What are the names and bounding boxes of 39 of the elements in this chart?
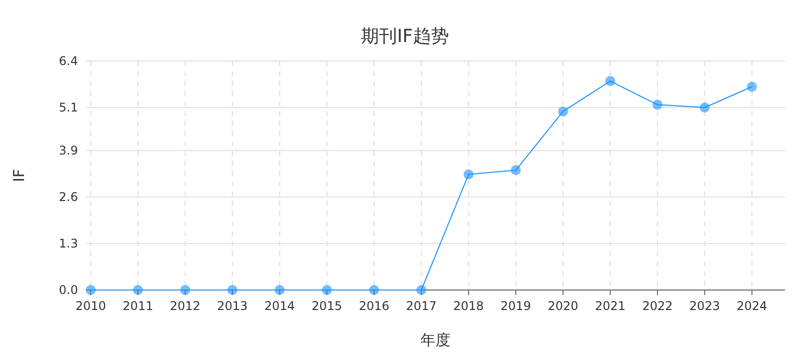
x-tick-label: 2020 xyxy=(548,299,578,313)
y-tick-label: 1.3 xyxy=(58,236,78,250)
point xyxy=(700,102,710,113)
point xyxy=(510,165,521,176)
x-tick-label: 2023 xyxy=(689,299,720,313)
x-tick-label: 2024 xyxy=(736,299,768,313)
point xyxy=(274,285,285,295)
point xyxy=(369,285,380,295)
point xyxy=(746,82,757,92)
y-tick-label: 3.9 xyxy=(58,143,78,158)
point xyxy=(652,100,662,110)
x-tick-label: 2016 xyxy=(358,299,390,313)
y-tick-label: 2.6 xyxy=(58,190,78,204)
point xyxy=(86,285,96,295)
x-tick-label: 2015 xyxy=(312,299,342,313)
x-tick-label: 2011 xyxy=(122,299,154,313)
point xyxy=(180,285,190,295)
point xyxy=(605,76,616,86)
x-tick-label: 2019 xyxy=(500,299,532,313)
x-tick-label: 2022 xyxy=(642,299,673,313)
chart-title: 期刊IF趋势 xyxy=(361,26,449,47)
x-axis-title: 年度 xyxy=(420,331,450,349)
x-tick-label: 2014 xyxy=(264,299,295,313)
point xyxy=(322,285,332,295)
x-tick-label: 2013 xyxy=(217,299,248,313)
x-tick-label: 2010 xyxy=(75,299,106,313)
point xyxy=(464,169,474,180)
x-tick-label: 2021 xyxy=(594,299,626,313)
point xyxy=(416,285,426,295)
x-tick-label: 2018 xyxy=(453,299,484,313)
x-tick-label: 2017 xyxy=(406,299,437,313)
x-tick-label: 2012 xyxy=(170,299,200,313)
point xyxy=(558,106,568,116)
y-tick-label: 6.4 xyxy=(58,54,78,68)
y-axis-title: IF xyxy=(10,168,28,182)
point xyxy=(227,285,238,295)
y-tick-label: 0.0 xyxy=(58,283,78,297)
point xyxy=(132,285,143,295)
y-tick-label: 5.1 xyxy=(58,100,78,115)
